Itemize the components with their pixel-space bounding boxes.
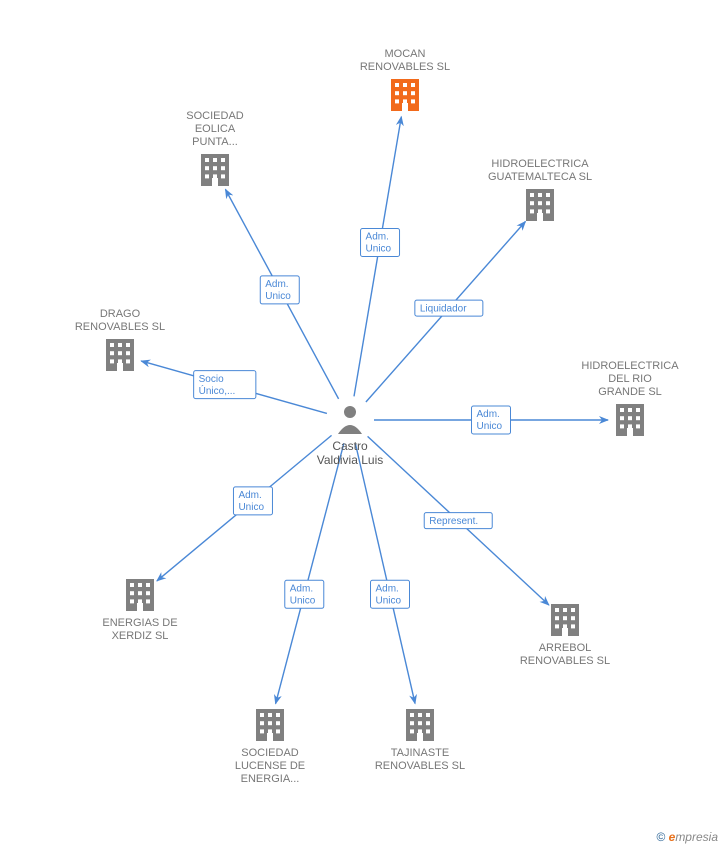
node-label: RENOVABLES SL	[375, 760, 465, 772]
edge-label-text: Socio	[199, 374, 224, 385]
edge-label-text: Unico	[290, 596, 316, 607]
node-label: EOLICA	[195, 123, 236, 135]
building-icon	[201, 154, 229, 186]
node-label: PUNTA...	[192, 136, 238, 148]
edge-label-text: Unico	[265, 291, 291, 302]
node-label: ARREBOL	[539, 642, 592, 654]
center-node-label: Castro	[332, 439, 368, 453]
edge-labels: Adm.UnicoAdm.UnicoLiquidadorSocioÚnico,.…	[194, 229, 511, 609]
node-label: ENERGIA...	[241, 773, 300, 785]
center-node-label: Valdivia Luis	[317, 453, 383, 467]
edge-label-text: Unico	[238, 502, 264, 513]
node-label: HIDROELECTRICA	[491, 158, 589, 170]
edge-line	[355, 443, 415, 703]
building-icon	[106, 339, 134, 371]
node-label: GRANDE SL	[598, 386, 662, 398]
building-icon	[391, 79, 419, 111]
node-label: SOCIEDAD	[241, 747, 299, 759]
node-label: XERDIZ SL	[112, 630, 169, 642]
edge-label-text: Represent.	[429, 516, 478, 527]
nodes: MOCANRENOVABLES SLSOCIEDADEOLICAPUNTA...…	[75, 48, 679, 785]
edge-label-text: Unico	[366, 244, 392, 255]
node-label: GUATEMALTECA SL	[488, 171, 592, 183]
node-label: DEL RIO	[608, 373, 652, 385]
node-label: ENERGIAS DE	[102, 617, 177, 629]
edge-label-text: Único,...	[199, 384, 236, 397]
person-icon	[338, 406, 362, 434]
node-label: TAJINASTE	[391, 747, 449, 759]
node-label: RENOVABLES SL	[75, 321, 165, 333]
edge-label-text: Unico	[477, 421, 503, 432]
building-icon	[616, 404, 644, 436]
node-label: LUCENSE DE	[235, 760, 305, 772]
node-label: DRAGO	[100, 308, 141, 320]
node-label: SOCIEDAD	[186, 110, 244, 122]
node-label: MOCAN	[385, 48, 426, 60]
node-label: RENOVABLES SL	[360, 61, 450, 73]
footer-copyright: © empresia	[656, 830, 718, 844]
building-icon	[126, 579, 154, 611]
edge-label-text: Adm.	[265, 279, 288, 290]
edge-label-text: Liquidador	[420, 303, 467, 314]
edge-label-text: Unico	[376, 595, 402, 606]
building-icon	[551, 604, 579, 636]
building-icon	[526, 189, 554, 221]
node-label: HIDROELECTRICA	[581, 360, 679, 372]
edge-label-text: Adm.	[238, 490, 261, 501]
edge-line	[276, 443, 344, 704]
building-icon	[406, 709, 434, 741]
edge-label-text: Adm.	[290, 584, 313, 595]
network-graph: Adm.UnicoAdm.UnicoLiquidadorSocioÚnico,.…	[0, 0, 728, 850]
building-icon	[256, 709, 284, 741]
edge-label-text: Adm.	[477, 409, 500, 420]
edge-label-text: Adm.	[366, 232, 389, 243]
edge-label-text: Adm.	[376, 583, 399, 594]
node-label: RENOVABLES SL	[520, 655, 610, 667]
